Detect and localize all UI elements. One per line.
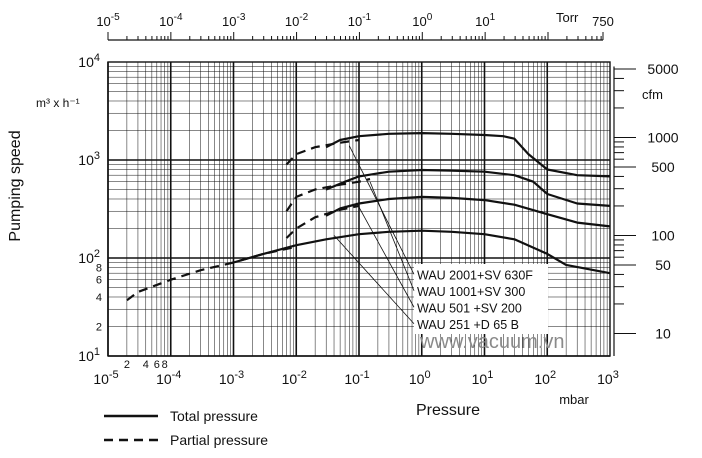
- y-minor-tick-label: 8: [96, 262, 102, 274]
- y-axis-title: Pumping speed: [7, 130, 24, 241]
- x-tick-label: 10-3: [219, 369, 244, 387]
- x-tick-label: 100: [409, 369, 431, 387]
- series-total-line: [325, 132, 611, 178]
- series-total-line: [325, 195, 611, 228]
- y-minor-tick-label: 4: [96, 292, 102, 304]
- series-partial-line: [285, 177, 371, 212]
- series-label: WAU 1001+SV 300: [417, 285, 525, 299]
- series-leader-line: [358, 206, 415, 308]
- top-tick-label: 100: [412, 12, 432, 29]
- top-tick-label: 750: [592, 14, 614, 29]
- y-tick-label: 102: [78, 248, 100, 266]
- top-tick-label: 10-5: [96, 12, 120, 29]
- legend-label-partial: Partial pressure: [170, 432, 268, 448]
- y-tick-label: 103: [78, 150, 100, 168]
- x-tick-label: 10-2: [282, 369, 307, 387]
- plot-border: [107, 61, 611, 357]
- x-minor-tick-label: 6: [154, 359, 160, 371]
- x-minor-tick-label: 4: [143, 359, 149, 371]
- grid: [107, 62, 610, 357]
- series-leader-line: [333, 235, 415, 325]
- x-tick-label: 10-1: [344, 369, 369, 387]
- plot-frame: [107, 61, 611, 357]
- x-axis-title: Pressure: [416, 402, 480, 419]
- series-partial-line: [285, 204, 360, 239]
- right-tick-label: 500: [651, 159, 675, 175]
- legend-label-total: Total pressure: [170, 408, 258, 424]
- right-tick-label: 100: [651, 227, 675, 243]
- x-tick-label: 10-5: [93, 369, 118, 387]
- legend: Total pressure Partial pressure: [104, 408, 268, 448]
- y-minor-tick-label: 6: [96, 275, 102, 287]
- x-tick-label: 102: [534, 369, 556, 387]
- series-label-box: [414, 264, 548, 334]
- y-axis-unit: m³ x h⁻¹: [36, 96, 80, 110]
- series-partial-line: [126, 245, 297, 302]
- series-total-line: [325, 168, 611, 207]
- series-total-line: [233, 229, 611, 275]
- series-label: WAU 251 +D 65 B: [417, 318, 519, 332]
- series-partial-line: [285, 138, 360, 166]
- right-axis-unit: cfm: [642, 87, 663, 102]
- top-tick-label: 10-1: [348, 12, 372, 29]
- top-tick-label: 10-2: [285, 12, 309, 29]
- right-tick-label: 50: [655, 257, 671, 273]
- axes: 10-5 10-4 10-3 10-2 10-1 100 101 750 5000 1000 500…: [78, 12, 678, 387]
- y-tick-label: 101: [78, 346, 100, 364]
- top-tick-label: 101: [475, 12, 495, 29]
- top-axis-unit: Torr: [556, 10, 579, 25]
- series-label: WAU 501 +SV 200: [417, 301, 522, 315]
- right-tick-label: 10: [655, 325, 671, 341]
- series-group: [126, 132, 611, 302]
- y-tick-label: 104: [78, 52, 100, 70]
- right-tick-label: 5000: [647, 61, 678, 77]
- watermark: www.vacuum.vn: [419, 331, 565, 353]
- x-tick-label: 103: [597, 369, 619, 387]
- top-tick-label: 10-4: [159, 12, 183, 29]
- series-leader-line: [369, 181, 415, 291]
- x-tick-label: 10-4: [156, 369, 181, 387]
- x-axis-unit: mbar: [559, 392, 589, 407]
- right-tick-label: 1000: [647, 129, 678, 145]
- x-minor-tick-label: 2: [124, 359, 130, 371]
- series-label: WAU 2001+SV 630F: [417, 268, 533, 282]
- top-tick-label: 10-3: [222, 12, 246, 29]
- series-labels: WAU 2001+SV 630F WAU 1001+SV 300 WAU 501 +…: [333, 145, 548, 334]
- y-minor-tick-label: 2: [96, 321, 102, 333]
- x-tick-label: 101: [472, 369, 494, 387]
- x-minor-tick-label: 8: [162, 359, 168, 371]
